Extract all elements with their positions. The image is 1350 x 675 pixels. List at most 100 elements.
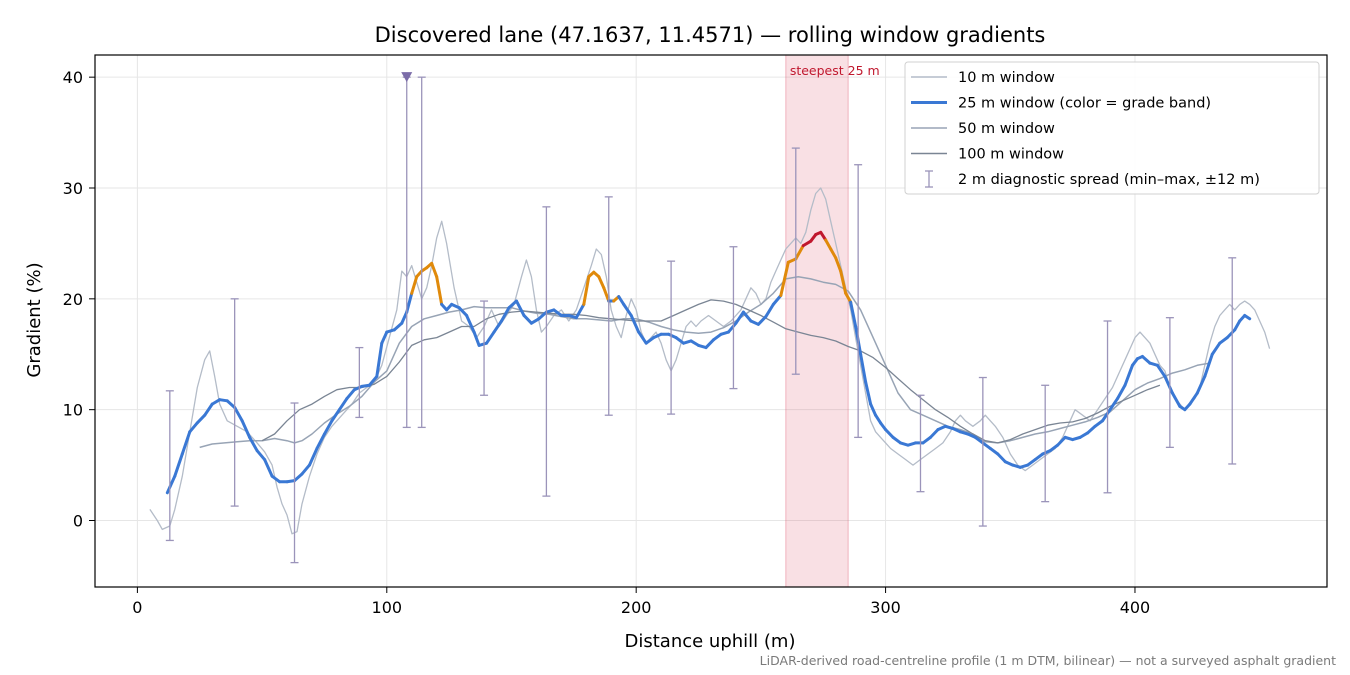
grade-band-segment (375, 341, 384, 378)
grade-band-segment (859, 352, 868, 384)
grade-band-segment (704, 338, 715, 350)
grade-band-segment (1033, 452, 1045, 462)
grade-band-segment (255, 449, 267, 462)
grade-band-segment (1170, 391, 1182, 408)
grade-band-segment (864, 380, 873, 406)
series-line-0 (149, 187, 1271, 535)
grade-band-segment (430, 261, 439, 279)
grade-band-segment (734, 310, 745, 325)
grade-band-segment (834, 256, 843, 273)
x-tick-label: 300 (870, 598, 901, 617)
grade-band-segment (597, 275, 606, 290)
grade-band-segment (829, 247, 838, 260)
grade-band-segment (771, 294, 783, 306)
grade-band-segment (322, 419, 334, 436)
y-tick-label: 30 (63, 179, 83, 198)
legend-box (904, 61, 1320, 195)
clipped-spread-marker (401, 72, 413, 83)
grade-band-segment (195, 413, 207, 425)
grade-band-segment (472, 330, 481, 347)
series-line-2 (199, 275, 1210, 449)
grade-band-segment (315, 432, 326, 450)
x-tick-label: 100 (372, 598, 403, 617)
grade-band-segment (1116, 383, 1127, 401)
grade-band-segment (884, 428, 895, 439)
plot-frame (94, 54, 1328, 588)
x-axis-label: Distance uphill (m) (625, 631, 796, 652)
y-tick-label: 0 (73, 512, 83, 531)
grade-band-segment (1225, 328, 1237, 340)
grade-band-segment (1210, 341, 1222, 356)
grade-band-segment (1140, 354, 1152, 365)
grade-band-segment (629, 313, 641, 334)
y-axis-label: Gradient (%) (24, 262, 45, 377)
grade-band-segment (225, 399, 237, 409)
grade-band-segment (400, 310, 409, 325)
y-tick-label: 20 (63, 290, 83, 309)
grade-band-segment (367, 374, 379, 387)
grade-band-segment (824, 238, 833, 251)
y-tick-label: 40 (63, 68, 83, 87)
grade-band-segment (165, 474, 177, 495)
grade-band-segment (874, 413, 883, 425)
grade-band-segment (330, 408, 341, 423)
grade-band-segment (270, 474, 282, 484)
grade-band-segment (617, 295, 626, 306)
grade-band-segment (1108, 397, 1120, 412)
grade-band-segment (602, 286, 611, 303)
legend-label: 100 m window (958, 147, 1064, 163)
grade-band-segment (849, 300, 858, 329)
grade-band-segment (1026, 458, 1037, 467)
grade-band-segment (637, 330, 648, 345)
grade-band-segment (380, 330, 389, 345)
grade-band-segment (574, 302, 586, 320)
grade-band-segment (981, 441, 992, 450)
grade-band-segment (1093, 419, 1105, 428)
grade-band-segment (293, 472, 304, 483)
grade-band-segment (180, 430, 192, 456)
grade-band-segment (410, 275, 419, 295)
grade-band-segment (674, 336, 686, 345)
legend: 10 m window 25 m window (color = grade ba… (904, 61, 1320, 195)
grade-band-segment (337, 397, 349, 412)
grade-band-segment (1123, 363, 1134, 387)
grade-band-segment (233, 405, 244, 423)
grade-band-segment (173, 452, 184, 478)
grade-band-segment (582, 275, 591, 306)
grade-band-segment (345, 388, 356, 401)
grade-band-segment (1195, 374, 1207, 395)
y-tick-label: 10 (63, 401, 83, 420)
grade-band-segment (392, 321, 404, 332)
grade-band-segment (300, 463, 311, 476)
grade-band-segment (741, 310, 753, 323)
grade-band-segment (891, 435, 903, 445)
legend-label: 2 m diagnostic spread (min–max, ±12 m) (958, 172, 1260, 188)
grade-band-segment (819, 230, 828, 242)
grade-band-segment (1048, 443, 1060, 453)
grade-band-segment (492, 319, 504, 334)
grade-band-segment (996, 452, 1007, 464)
grade-band-segment (405, 291, 414, 314)
grade-band-segment (839, 269, 848, 295)
legend-label: 10 m window (958, 70, 1055, 86)
x-tick-label: 0 (132, 598, 142, 617)
grade-band-segment (507, 299, 518, 310)
grade-band-segment (1243, 313, 1252, 321)
grade-band-segment (622, 302, 633, 317)
grade-band-segment (869, 402, 878, 417)
grade-band-segment (756, 315, 768, 326)
grade-band-segment (779, 260, 790, 298)
grade-band-segment (514, 299, 526, 317)
grade-band-segment (928, 428, 940, 439)
grade-band-segment (435, 275, 444, 306)
grade-band-segment (1233, 319, 1242, 332)
grade-band-segment (485, 330, 496, 345)
grade-band-segment (1163, 374, 1174, 395)
grade-band-segment (973, 435, 985, 445)
grade-band-segment (794, 244, 805, 261)
grade-band-segment (203, 402, 214, 417)
grade-band-segment (1155, 363, 1167, 378)
grade-band-segment (711, 332, 723, 342)
grade-band-segment (188, 421, 199, 434)
